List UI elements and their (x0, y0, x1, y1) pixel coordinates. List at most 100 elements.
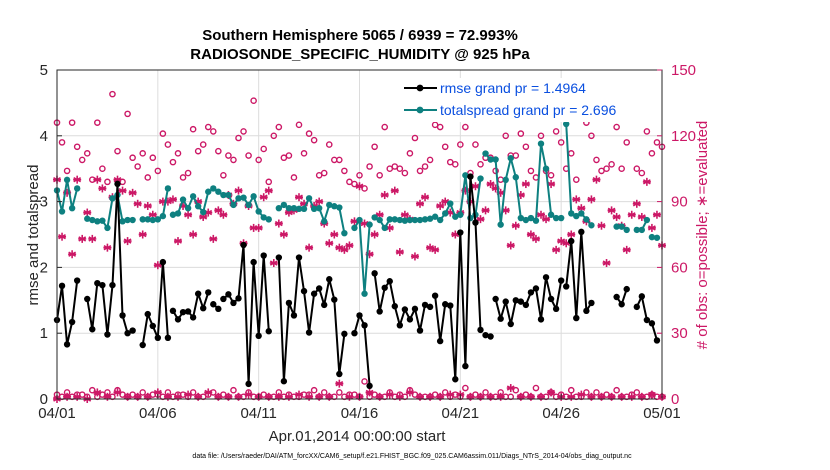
spread-point-12-0 (563, 120, 570, 128)
spread-point-15-0 (648, 233, 656, 241)
spread-point-1-1 (89, 216, 96, 224)
spread-point-3-0 (169, 211, 177, 218)
x-axis-label: Apr.01,2014 00:00:00 start (269, 428, 447, 445)
possible-marker-89 (502, 132, 510, 140)
spread-point-11-12 (552, 214, 560, 222)
possible-marker-6 (83, 150, 91, 157)
rmse-point-6-6 (305, 329, 313, 336)
rmse-point-8-1 (376, 308, 383, 315)
possible-marker-119 (653, 139, 661, 146)
y-tick-label-3: 3 (40, 194, 48, 211)
spread-point-3-6 (200, 208, 207, 216)
possible-marker-53 (320, 169, 328, 177)
rmse-point-13-1 (618, 301, 625, 308)
possible-marker-35 (230, 156, 237, 164)
y-right-tick-label-1: 30 (671, 325, 688, 342)
possible-marker-92 (517, 130, 525, 137)
spread-point-14-1 (638, 226, 646, 234)
possible-marker-106 (588, 132, 595, 140)
spread-point-0-4 (73, 185, 81, 192)
rmse-point-6-8 (315, 285, 323, 292)
possible-low-marker-85 (482, 389, 489, 396)
spread-point-3-5 (194, 203, 202, 210)
spread-point-5-9 (265, 216, 272, 223)
rmse-point-14-0 (633, 303, 640, 311)
possible-marker-30 (204, 123, 212, 131)
spread-point-11-10 (542, 165, 550, 172)
rmse-point-7-0 (351, 330, 358, 337)
spread-point-8-8 (411, 216, 419, 224)
data-series (53, 120, 661, 390)
possible-marker-68 (396, 165, 404, 172)
possible-marker-51 (310, 136, 318, 144)
rmse-point-9-6 (462, 362, 469, 370)
spread-line-segment-5 (223, 194, 270, 221)
spread-point-6-2 (285, 204, 293, 212)
spread-point-4-0 (210, 185, 217, 192)
spread-point-6-9 (321, 218, 328, 225)
spread-point-8-9 (416, 216, 424, 224)
spread-point-0-1 (58, 208, 66, 215)
rmse-point-3-4 (189, 314, 197, 321)
possible-marker-96 (537, 132, 545, 140)
rmse-point-14-1 (638, 293, 646, 300)
y-tick-label-4: 4 (40, 128, 48, 145)
spread-point-3-7 (205, 188, 212, 195)
rmse-point-5-1 (225, 291, 232, 298)
rmse-point-12-2 (573, 314, 580, 322)
possible-low-marker-95 (532, 384, 540, 392)
possible-marker-70 (406, 150, 414, 157)
spread-point-6-8 (315, 204, 323, 212)
spread-point-11-4 (512, 174, 519, 181)
spread-point-12-2 (573, 212, 580, 220)
possible-marker-83 (472, 141, 479, 148)
rmse-point-9-3 (447, 302, 454, 309)
possible-marker-49 (300, 150, 308, 157)
legend-rmse-marker (416, 84, 424, 92)
rmse-point-11-0 (492, 295, 499, 303)
spread-point-9-3 (447, 200, 454, 207)
possible-low-marker-107 (593, 389, 600, 396)
possible-marker-100 (557, 139, 565, 146)
possible-low-marker-51 (310, 386, 318, 394)
spread-point-11-6 (522, 216, 530, 224)
possible-marker-2 (63, 167, 71, 175)
legend-box (398, 78, 656, 122)
possible-marker-50 (305, 130, 313, 137)
possible-marker-43 (270, 132, 278, 140)
spread-point-8-4 (391, 216, 398, 223)
rmse-point-9-9 (477, 326, 484, 334)
possible-marker-73 (421, 163, 429, 170)
spread-point-0-3 (68, 204, 76, 212)
possible-marker-17 (139, 150, 147, 157)
possible-marker-20 (154, 167, 162, 175)
rmse-point-6-0 (275, 254, 283, 261)
y-right-tick-label-5: 150 (671, 62, 696, 79)
rmse-point-13-0 (613, 293, 620, 301)
rmse-point-6-1 (280, 378, 288, 385)
rmse-point-8-8 (411, 305, 419, 313)
rmse-point-6-12 (336, 370, 343, 378)
rmse-point-11-13 (557, 277, 565, 284)
possible-marker-28 (194, 147, 202, 155)
spread-point-13-1 (618, 223, 625, 230)
possible-marker-24 (174, 150, 182, 157)
y-tick-label-1: 1 (40, 325, 48, 342)
x-tick-label-3: 04/16 (341, 405, 379, 422)
spread-point-12-5 (588, 222, 595, 229)
rmse-point-0-4 (73, 277, 81, 284)
spread-point-6-13 (341, 229, 348, 237)
possible-low-marker-81 (462, 384, 469, 392)
legend-spread-marker (416, 106, 424, 114)
rmse-line-segment-8 (373, 273, 431, 332)
rmse-point-1-0 (84, 295, 91, 303)
possible-marker-32 (215, 147, 222, 155)
spread-point-6-1 (280, 201, 288, 209)
y-right-tick-label-4: 120 (671, 128, 696, 145)
rmse-point-10-0 (482, 331, 489, 339)
spread-point-5-8 (260, 214, 267, 221)
spread-point-6-3 (290, 204, 298, 212)
spread-point-6-4 (295, 205, 303, 213)
x-axis: 04/01 04/06 04/11 04/16 04/21 04/26 05/01 (38, 394, 681, 422)
spread-point-1-7 (119, 218, 126, 225)
